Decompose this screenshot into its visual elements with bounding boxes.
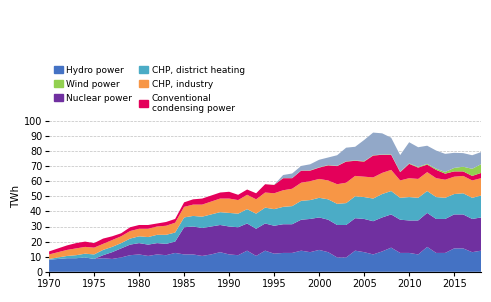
Y-axis label: TWh: TWh [11,185,21,208]
Legend: Hydro power, Wind power, Nuclear power, CHP, district heating, CHP, industry, Co: Hydro power, Wind power, Nuclear power, … [54,66,245,113]
